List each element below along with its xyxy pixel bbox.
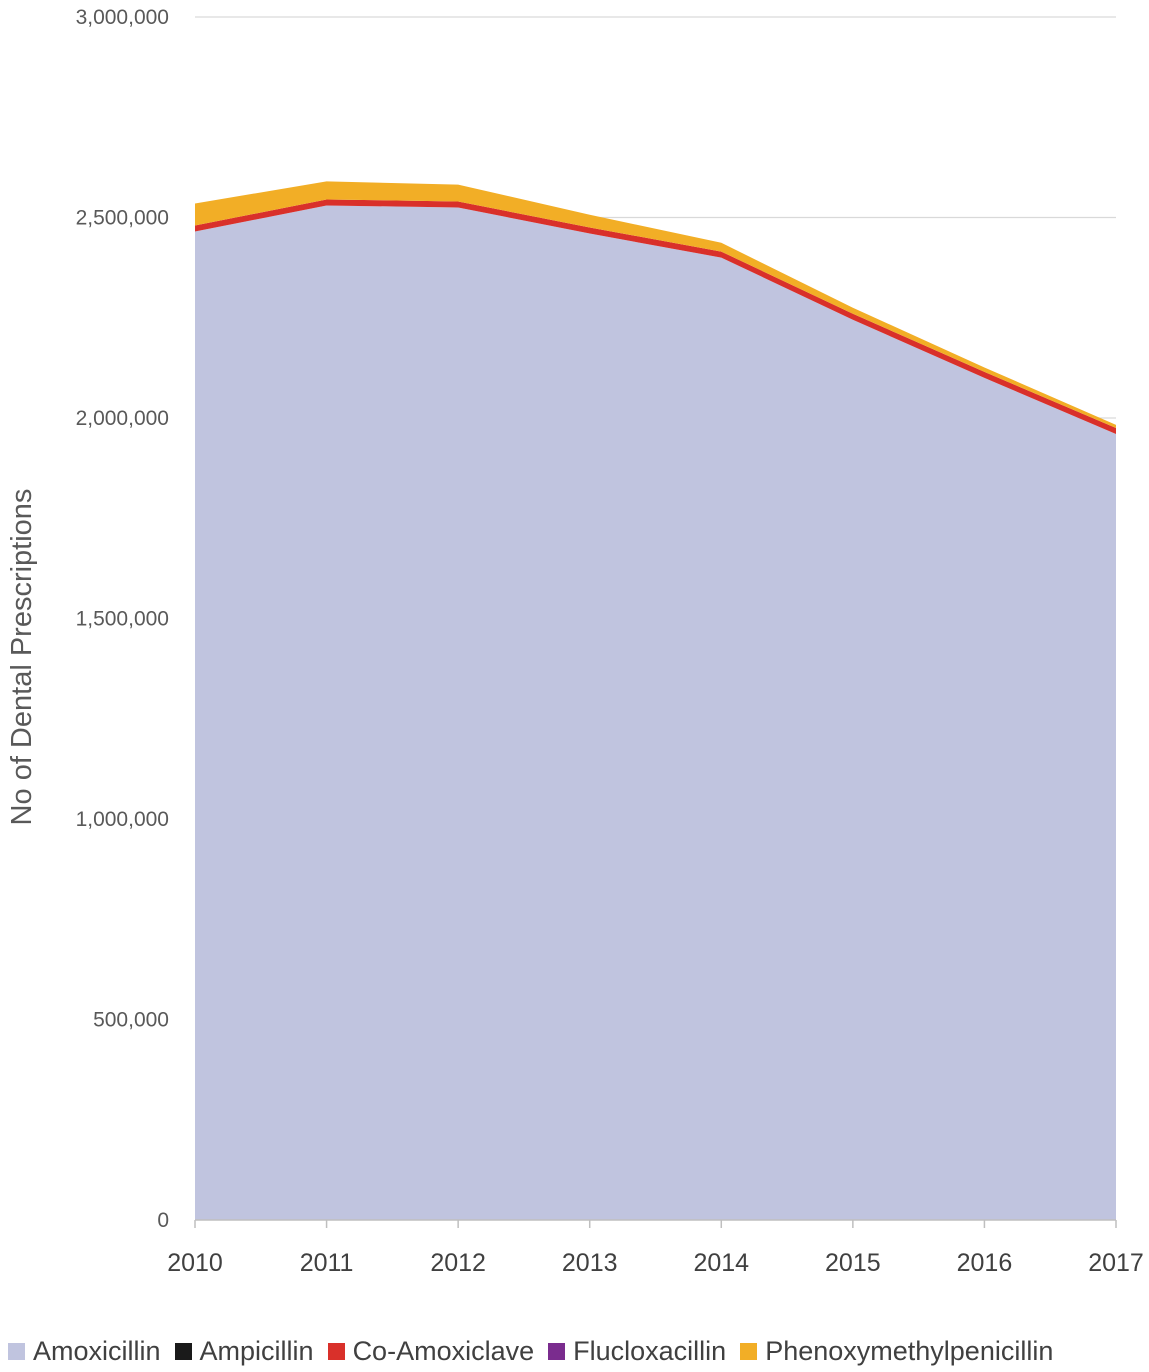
legend-item-co-amoxiclave: Co-Amoxiclave bbox=[327, 1335, 535, 1367]
y-tick-label: 0 bbox=[157, 1209, 169, 1232]
y-tick-label: 3,000,000 bbox=[76, 6, 169, 29]
legend-label: Amoxicillin bbox=[33, 1335, 161, 1366]
legend-swatch bbox=[740, 1342, 758, 1360]
legend-item-phenoxymethylpenicillin: Phenoxymethylpenicillin bbox=[740, 1336, 1053, 1367]
series-areas bbox=[195, 181, 1116, 1221]
chart-legend: Amoxicillin Ampicillin Co-Amoxiclave Fluclo… bbox=[8, 1334, 1067, 1368]
y-tick-label: 500,000 bbox=[93, 1009, 169, 1032]
legend-swatch bbox=[8, 1342, 25, 1360]
legend-item-ampicillin: Ampicillin bbox=[174, 1335, 314, 1367]
x-tick-label: 2013 bbox=[562, 1249, 618, 1277]
y-tick-label: 1,000,000 bbox=[76, 808, 169, 831]
y-axis-label: No of Dental Prescriptions bbox=[6, 489, 38, 826]
x-tick-label: 2012 bbox=[430, 1249, 486, 1277]
y-tick-label: 2,000,000 bbox=[76, 407, 169, 430]
x-axis bbox=[194, 1219, 1117, 1228]
y-tick-label: 1,500,000 bbox=[76, 608, 169, 631]
x-axis-ticks: 2010 2011 2012 2013 2014 2015 2016 2017 bbox=[167, 1249, 1144, 1277]
y-tick-label: 2,500,000 bbox=[76, 207, 169, 230]
legend-label: Ampicillin bbox=[199, 1335, 314, 1366]
x-tick-label: 2011 bbox=[300, 1249, 354, 1277]
x-tick-label: 2010 bbox=[167, 1249, 223, 1277]
legend-item-flucloxacillin: Flucloxacillin bbox=[548, 1336, 726, 1367]
area-chart: 0 500,000 1,000,000 1,500,000 2,000,000 2,500… bbox=[6, 6, 1144, 1277]
area-phenoxymethylpenicillin bbox=[195, 181, 1116, 429]
x-tick-label: 2016 bbox=[957, 1249, 1013, 1277]
x-tick-label: 2014 bbox=[693, 1249, 749, 1277]
legend-swatch bbox=[174, 1342, 192, 1360]
legend-swatch bbox=[548, 1342, 566, 1360]
legend-label: Phenoxymethylpenicillin bbox=[765, 1335, 1054, 1366]
x-tick-label: 2015 bbox=[825, 1249, 881, 1277]
legend-item-amoxicillin: Amoxicillin bbox=[8, 1336, 161, 1367]
legend-label: Co-Amoxiclave bbox=[352, 1335, 535, 1366]
y-axis-ticks: 0 500,000 1,000,000 1,500,000 2,000,000 2,500… bbox=[76, 6, 169, 1232]
legend-swatch bbox=[327, 1342, 345, 1360]
area-amoxicillin bbox=[195, 205, 1116, 1221]
x-tick-label: 2017 bbox=[1088, 1249, 1144, 1277]
legend-label: Flucloxacillin bbox=[573, 1335, 727, 1366]
